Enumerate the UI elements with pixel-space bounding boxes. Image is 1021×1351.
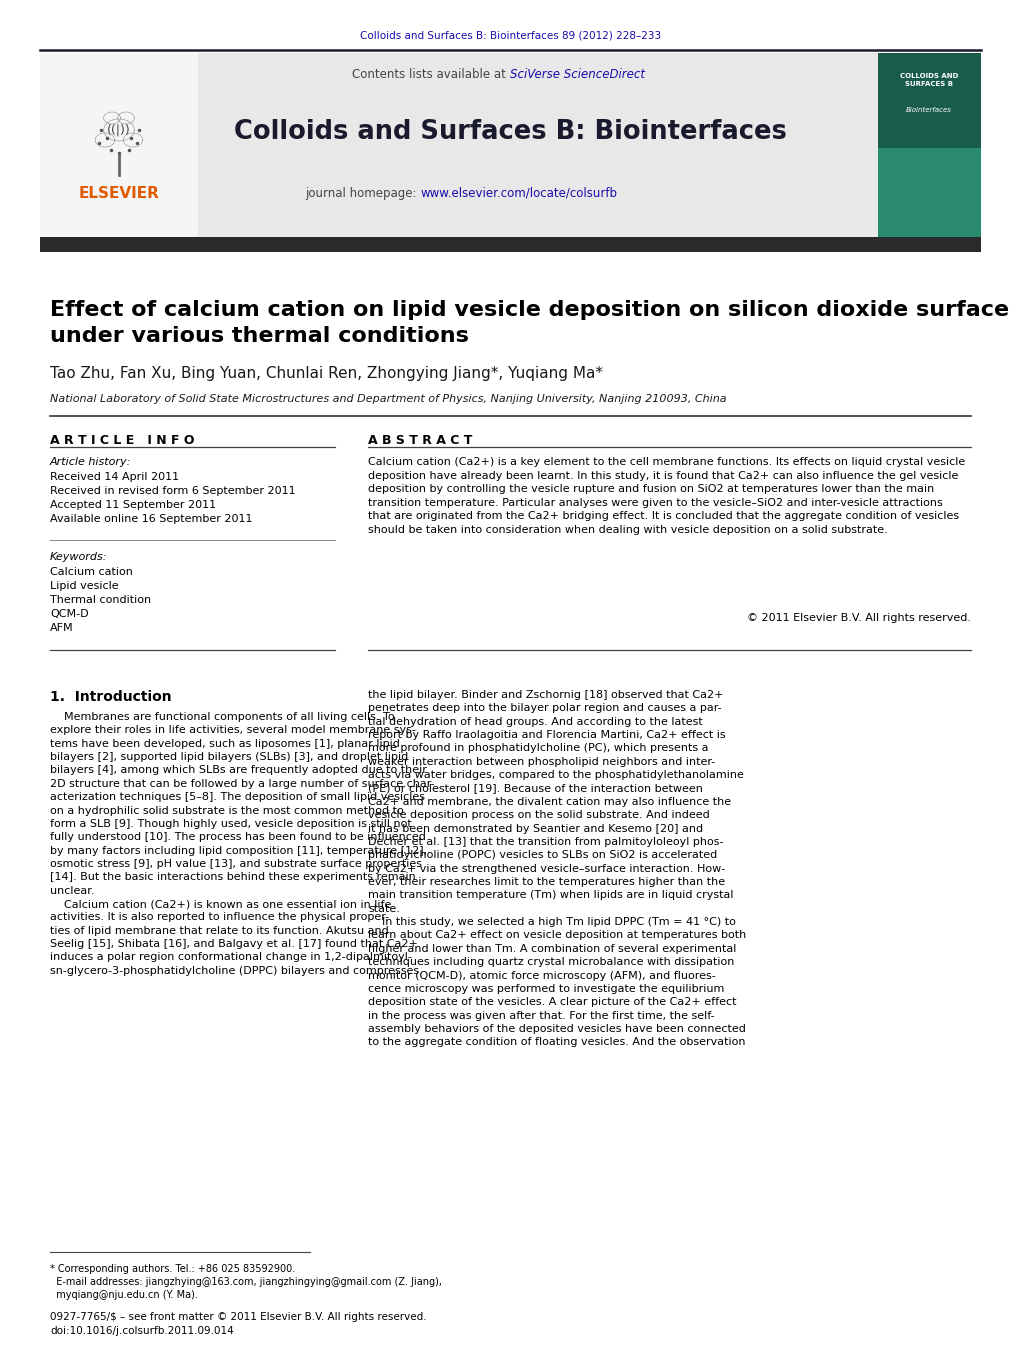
Text: A R T I C L E   I N F O: A R T I C L E I N F O xyxy=(50,434,194,447)
Text: doi:10.1016/j.colsurfb.2011.09.014: doi:10.1016/j.colsurfb.2011.09.014 xyxy=(50,1325,234,1336)
Text: © 2011 Elsevier B.V. All rights reserved.: © 2011 Elsevier B.V. All rights reserved… xyxy=(747,613,971,623)
Text: Thermal condition: Thermal condition xyxy=(50,594,151,605)
Text: ((|)): ((|)) xyxy=(107,123,131,136)
Text: A B S T R A C T: A B S T R A C T xyxy=(368,434,473,447)
Text: AFM: AFM xyxy=(50,623,74,634)
Text: National Laboratory of Solid State Microstructures and Department of Physics, Na: National Laboratory of Solid State Micro… xyxy=(50,394,727,404)
Text: * Corresponding authors. Tel.: +86 025 83592900.: * Corresponding authors. Tel.: +86 025 8… xyxy=(50,1265,295,1274)
Text: Calcium cation: Calcium cation xyxy=(50,567,133,577)
Text: SciVerse ScienceDirect: SciVerse ScienceDirect xyxy=(510,68,645,81)
Text: Colloids and Surfaces B: Biointerfaces 89 (2012) 228–233: Colloids and Surfaces B: Biointerfaces 8… xyxy=(360,31,662,41)
FancyBboxPatch shape xyxy=(40,53,198,238)
Text: 1.  Introduction: 1. Introduction xyxy=(50,690,172,704)
Text: COLLOIDS AND
SURFACES B: COLLOIDS AND SURFACES B xyxy=(900,73,958,86)
Text: Tao Zhu, Fan Xu, Bing Yuan, Chunlai Ren, Zhongying Jiang*, Yuqiang Ma*: Tao Zhu, Fan Xu, Bing Yuan, Chunlai Ren,… xyxy=(50,366,603,381)
Text: 0927-7765/$ – see front matter © 2011 Elsevier B.V. All rights reserved.: 0927-7765/$ – see front matter © 2011 El… xyxy=(50,1312,427,1323)
Text: Keywords:: Keywords: xyxy=(50,553,107,562)
Text: ELSEVIER: ELSEVIER xyxy=(79,185,159,200)
Text: Article history:: Article history: xyxy=(50,457,132,467)
Text: Contents lists available at: Contents lists available at xyxy=(352,68,510,81)
Text: Biointerfaces: Biointerfaces xyxy=(906,107,952,113)
Text: Effect of calcium cation on lipid vesicle deposition on silicon dioxide surface
: Effect of calcium cation on lipid vesicl… xyxy=(50,300,1009,346)
FancyBboxPatch shape xyxy=(878,53,981,238)
Text: myqiang@nju.edu.cn (Y. Ma).: myqiang@nju.edu.cn (Y. Ma). xyxy=(50,1290,198,1300)
Text: Lipid vesicle: Lipid vesicle xyxy=(50,581,118,590)
Text: Available online 16 September 2011: Available online 16 September 2011 xyxy=(50,513,252,524)
Text: Calcium cation (Ca2+) is a key element to the cell membrane functions. Its effec: Calcium cation (Ca2+) is a key element t… xyxy=(368,457,965,535)
Text: QCM-D: QCM-D xyxy=(50,609,89,619)
Text: Membranes are functional components of all living cells. To
explore their roles : Membranes are functional components of a… xyxy=(50,712,435,975)
Text: Accepted 11 September 2011: Accepted 11 September 2011 xyxy=(50,500,216,509)
Text: Received in revised form 6 September 2011: Received in revised form 6 September 201… xyxy=(50,486,296,496)
Text: journal homepage:: journal homepage: xyxy=(304,186,420,200)
FancyBboxPatch shape xyxy=(878,149,981,238)
Text: the lipid bilayer. Binder and Zschornig [18] observed that Ca2+
penetrates deep : the lipid bilayer. Binder and Zschornig … xyxy=(368,690,746,1047)
FancyBboxPatch shape xyxy=(40,53,901,238)
FancyBboxPatch shape xyxy=(40,236,981,253)
Text: Received 14 April 2011: Received 14 April 2011 xyxy=(50,471,179,482)
Text: Colloids and Surfaces B: Biointerfaces: Colloids and Surfaces B: Biointerfaces xyxy=(234,119,786,145)
Text: E-mail addresses: jiangzhying@163.com, jiangzhingying@gmail.com (Z. Jiang),: E-mail addresses: jiangzhying@163.com, j… xyxy=(50,1277,442,1288)
Text: www.elsevier.com/locate/colsurfb: www.elsevier.com/locate/colsurfb xyxy=(420,186,617,200)
